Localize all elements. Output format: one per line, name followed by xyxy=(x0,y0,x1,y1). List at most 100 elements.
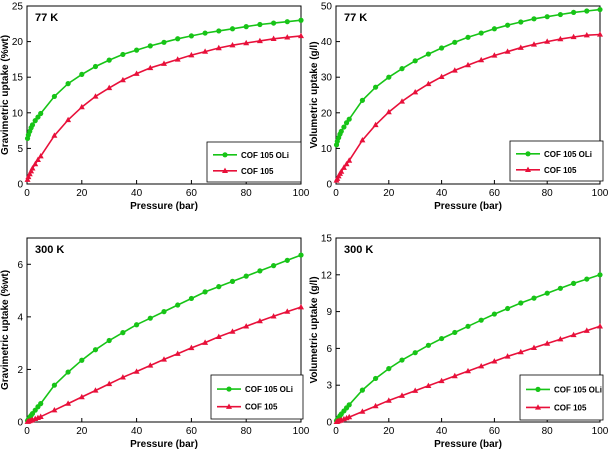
data-point xyxy=(256,317,263,324)
data-point xyxy=(531,16,537,22)
data-point xyxy=(439,45,445,51)
data-point xyxy=(161,39,167,45)
data-point xyxy=(517,348,524,355)
data-point xyxy=(106,337,112,344)
x-tick-label: 100 xyxy=(293,188,310,199)
x-tick-label: 0 xyxy=(333,426,339,437)
data-point xyxy=(216,284,222,290)
data-point xyxy=(188,33,194,39)
data-point xyxy=(465,61,471,68)
data-point xyxy=(243,24,249,30)
data-point xyxy=(584,8,590,14)
panel-label: 77 K xyxy=(35,12,58,24)
x-tick-label: 40 xyxy=(131,188,143,199)
data-point xyxy=(531,344,537,350)
data-point xyxy=(106,380,113,387)
data-point xyxy=(119,374,126,380)
series-cof105 xyxy=(24,303,304,424)
data-point xyxy=(147,315,153,321)
data-point xyxy=(243,39,250,46)
data-point xyxy=(478,317,484,323)
legend-label: COF 105 xyxy=(241,167,274,176)
data-point xyxy=(544,340,551,346)
data-point xyxy=(517,44,524,50)
data-point xyxy=(399,98,405,104)
y-tick-label: 30 xyxy=(321,73,333,84)
x-tick-label: 100 xyxy=(293,426,310,437)
data-point xyxy=(583,327,590,333)
data-point xyxy=(202,339,209,345)
data-point xyxy=(425,342,431,348)
data-point xyxy=(544,290,550,296)
y-tick-label: 10 xyxy=(12,108,24,119)
data-point xyxy=(106,84,113,91)
data-point xyxy=(438,377,445,384)
panel-label: 300 K xyxy=(35,244,64,256)
y-tick-label: 6 xyxy=(326,344,332,355)
legend: COF 105 OLi COF 105 xyxy=(206,141,302,183)
x-tick-label: 40 xyxy=(131,426,143,437)
data-point xyxy=(478,30,484,36)
data-point xyxy=(359,408,366,414)
data-point xyxy=(38,401,44,407)
data-point xyxy=(133,368,140,374)
legend-marker xyxy=(222,152,228,158)
data-point xyxy=(298,17,304,23)
data-point xyxy=(452,39,458,45)
data-point xyxy=(557,11,564,18)
chart-panel-4: 0 20 40 60 80 100 0 3 6 9 12 15 Pressure (bar) Volume… xyxy=(309,234,609,451)
data-point xyxy=(372,402,379,409)
legend-box xyxy=(206,141,302,183)
data-point xyxy=(298,32,304,39)
data-point xyxy=(557,285,564,291)
x-tick-label: 100 xyxy=(592,426,609,437)
data-point xyxy=(439,335,445,342)
data-point xyxy=(570,331,577,338)
data-point xyxy=(465,367,471,374)
x-tick-label: 0 xyxy=(24,188,30,199)
data-point xyxy=(399,66,405,72)
data-point xyxy=(338,128,344,134)
data-point xyxy=(188,344,195,351)
data-point xyxy=(243,323,250,329)
series-cof105-oli xyxy=(333,6,603,148)
legend-marker xyxy=(525,166,531,172)
data-point xyxy=(51,406,58,413)
data-point xyxy=(597,31,603,37)
data-point xyxy=(491,358,498,364)
data-point xyxy=(298,252,304,258)
data-point xyxy=(188,51,195,58)
data-point xyxy=(340,164,347,170)
legend-label: COF 105 xyxy=(245,403,278,412)
data-point xyxy=(35,114,41,120)
data-point xyxy=(119,76,126,83)
series-cof105 xyxy=(24,32,304,182)
data-point xyxy=(51,382,58,388)
y-tick-label: 2 xyxy=(17,365,23,376)
data-point xyxy=(175,302,181,308)
data-point xyxy=(491,52,498,58)
data-point xyxy=(270,35,277,41)
y-tick-label: 50 xyxy=(321,2,333,13)
data-point xyxy=(147,64,154,71)
data-point xyxy=(92,387,99,393)
x-tick-label: 20 xyxy=(383,188,395,199)
data-point xyxy=(544,38,551,44)
data-point xyxy=(174,56,181,62)
y-tick-label: 15 xyxy=(12,73,24,84)
data-point xyxy=(78,393,85,400)
data-point xyxy=(28,167,35,174)
data-point xyxy=(597,6,603,13)
data-point xyxy=(65,369,71,375)
plot-frame xyxy=(335,237,601,423)
data-point xyxy=(26,170,33,177)
legend-marker xyxy=(535,386,541,392)
data-point xyxy=(346,413,353,420)
y-tick-label: 12 xyxy=(321,270,333,281)
x-axis-title: Pressure (bar) xyxy=(130,439,198,450)
data-point xyxy=(78,103,85,110)
data-point xyxy=(412,387,419,393)
data-point xyxy=(359,137,366,143)
data-point xyxy=(175,36,181,42)
data-point xyxy=(452,329,458,336)
